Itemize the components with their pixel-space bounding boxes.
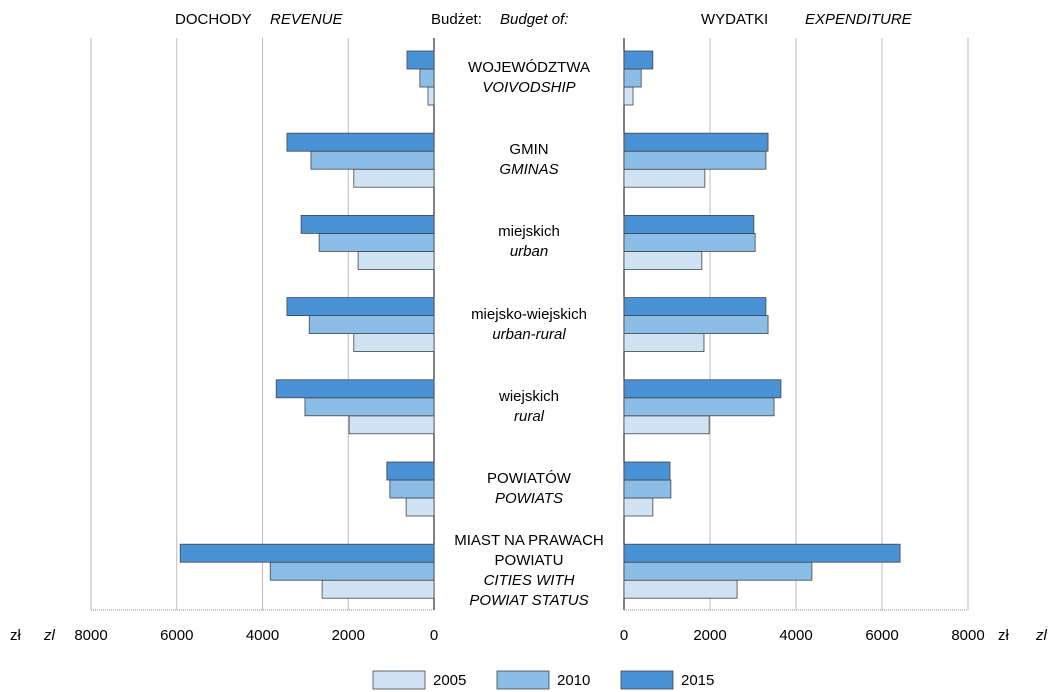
bar xyxy=(623,250,703,270)
expenditure-title: WYDATKI xyxy=(701,11,768,28)
category-label-pl: POWIATÓW xyxy=(487,470,571,487)
bar xyxy=(623,214,755,234)
bar xyxy=(623,415,710,435)
bar xyxy=(300,214,435,234)
bar xyxy=(286,132,435,152)
bar xyxy=(353,333,435,353)
category-label: WOJEWÓDZTWA VOIVODSHIP xyxy=(434,37,624,119)
x-tick-label: 0 xyxy=(430,627,438,644)
category-label: miejskich urban xyxy=(434,201,624,283)
category-label-en: POWIATS xyxy=(494,490,564,507)
revenue-unit: zł xyxy=(10,627,22,644)
category-label: miejsko-wiejskich urban-rural xyxy=(434,284,624,366)
category-label: wiejskich rural xyxy=(434,366,624,448)
legend-label: 2010 xyxy=(557,672,590,689)
bar xyxy=(389,479,435,499)
bar xyxy=(623,297,767,317)
x-tick-label: 4000 xyxy=(246,627,279,644)
category-label-en: urban xyxy=(509,243,549,261)
x-tick-label: 8000 xyxy=(951,627,984,644)
expenditure-title-en: EXPENDITURE xyxy=(805,11,913,28)
legend-swatch xyxy=(620,670,674,690)
bar xyxy=(419,68,435,88)
bar xyxy=(406,50,435,70)
bar xyxy=(353,168,435,188)
bar xyxy=(623,479,672,499)
bar xyxy=(321,579,435,599)
bar xyxy=(308,315,435,335)
category-label: GMIN GMINAS xyxy=(434,119,624,201)
bar xyxy=(623,497,654,517)
bar xyxy=(623,50,654,70)
category-label-en: VOIVODSHIP xyxy=(482,79,576,96)
bar xyxy=(405,497,435,517)
bar xyxy=(357,250,435,270)
header-en: Budget of: xyxy=(500,11,568,28)
revenue-unit-en: zl xyxy=(43,627,56,644)
bar xyxy=(286,297,435,317)
category-label-en: GMINAS xyxy=(499,161,559,179)
category-label: POWIATÓW POWIATS xyxy=(434,448,624,530)
bar xyxy=(623,397,775,417)
revenue-title-en: REVENUE xyxy=(270,11,344,28)
category-label-pl: miejsko-wiejskich xyxy=(471,305,587,323)
bar xyxy=(623,150,767,170)
legend-swatch xyxy=(372,670,426,690)
bar xyxy=(304,397,435,417)
bar xyxy=(623,68,642,88)
bar xyxy=(623,168,706,188)
bar xyxy=(623,379,782,399)
bar xyxy=(623,86,634,106)
x-tick-label: 6000 xyxy=(160,627,193,644)
x-tick-label: 4000 xyxy=(779,627,812,644)
category-label-pl: WOJEWÓDZTWA xyxy=(468,59,590,76)
bar xyxy=(623,333,705,353)
bar xyxy=(318,232,435,252)
legend-swatch xyxy=(496,670,550,690)
bar xyxy=(275,379,435,399)
x-tick-label: 2000 xyxy=(693,627,726,644)
bar xyxy=(623,132,769,152)
legend-label: 2005 xyxy=(433,672,466,689)
legend-label: 2015 xyxy=(681,672,714,689)
expenditure-unit-en: zl xyxy=(1035,627,1048,644)
x-tick-label: 6000 xyxy=(865,627,898,644)
x-tick-label: 8000 xyxy=(74,627,107,644)
bar xyxy=(623,232,756,252)
category-label-en: rural xyxy=(513,407,544,425)
bar xyxy=(269,561,435,581)
x-tick-label: 2000 xyxy=(332,627,365,644)
bar xyxy=(623,461,671,481)
bar xyxy=(623,543,901,563)
category-label-pl: wiejskich xyxy=(498,387,559,405)
category-label-pl: GMIN xyxy=(509,141,549,159)
header: Budżet: xyxy=(431,11,482,28)
bar xyxy=(623,315,769,335)
bar xyxy=(623,579,738,599)
category-label-en: urban-rural xyxy=(492,325,566,343)
category-label-en: CITIES WITH POWIAT STATUS xyxy=(469,572,589,610)
category-label: MIAST NA PRAWACH POWIATU CITIES WITH POWI… xyxy=(434,530,624,612)
bar xyxy=(386,461,435,481)
bar xyxy=(623,561,813,581)
bar xyxy=(348,415,435,435)
expenditure-unit: zł xyxy=(998,627,1010,644)
category-label-pl: miejskich xyxy=(498,223,560,241)
revenue-title: DOCHODY xyxy=(175,11,252,28)
x-tick-label: 0 xyxy=(620,627,628,644)
bar xyxy=(179,543,435,563)
category-label-pl: MIAST NA PRAWACH POWIATU xyxy=(454,532,604,570)
bar xyxy=(310,150,435,170)
